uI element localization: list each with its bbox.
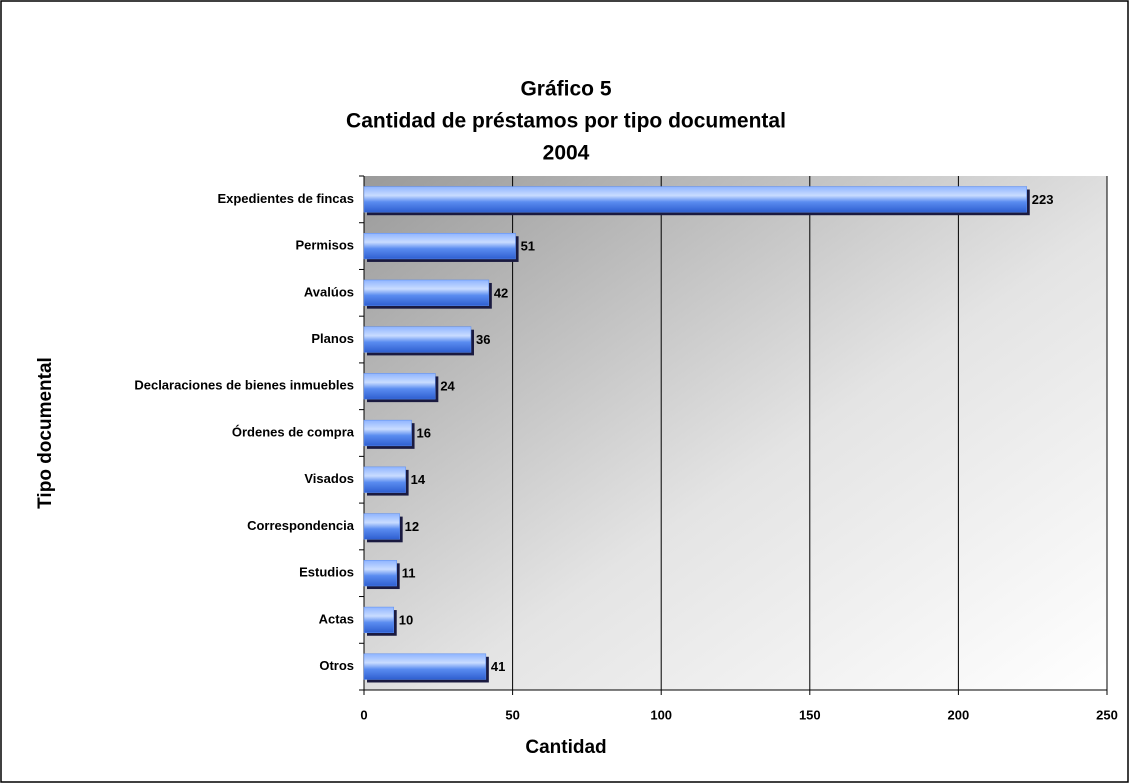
y-tick-label: Correspondencia — [247, 518, 355, 533]
bar — [363, 419, 412, 447]
bar — [363, 279, 490, 306]
data-label: 12 — [405, 519, 419, 534]
data-label: 14 — [411, 472, 426, 487]
bar — [363, 606, 394, 634]
x-tick-label: 200 — [948, 707, 970, 722]
chart-title: Cantidad de préstamos por tipo documenta… — [346, 110, 786, 133]
bar — [363, 466, 406, 493]
bar — [363, 513, 400, 540]
bar — [363, 653, 487, 680]
y-tick-label: Avalúos — [304, 284, 354, 299]
bar — [363, 373, 436, 400]
bar — [363, 232, 516, 260]
data-label: 36 — [476, 332, 490, 347]
y-tick-label: Visados — [304, 471, 354, 486]
data-label: 42 — [494, 285, 508, 300]
y-tick-label: Estudios — [299, 565, 354, 580]
data-label: 10 — [399, 612, 413, 627]
x-tick-label: 250 — [1096, 707, 1118, 722]
data-label: 11 — [402, 566, 416, 581]
x-axis-title: Cantidad — [525, 737, 606, 758]
data-label: 24 — [440, 379, 455, 394]
chart-title: 2004 — [543, 142, 590, 165]
y-tick-label: Actas — [319, 611, 354, 626]
y-tick-label: Otros — [319, 658, 354, 673]
x-tick-label: 150 — [799, 707, 821, 722]
y-tick-label: Expedientes de fincas — [217, 191, 354, 206]
bar — [363, 326, 472, 353]
x-tick-label: 0 — [360, 707, 367, 722]
y-tick-label: Declaraciones de bienes inmuebles — [134, 378, 354, 393]
data-label: 16 — [417, 425, 431, 440]
x-tick-label: 50 — [505, 707, 519, 722]
bar — [363, 560, 397, 587]
y-tick-label: Planos — [311, 331, 354, 346]
y-tick-label: Permisos — [295, 238, 354, 253]
x-tick-label: 100 — [650, 707, 672, 722]
chart-title: Gráfico 5 — [520, 78, 611, 101]
data-label: 223 — [1032, 192, 1054, 207]
y-axis-title: Tipo documental — [35, 357, 56, 509]
bar — [363, 186, 1028, 213]
data-label: 51 — [521, 239, 535, 254]
data-label: 41 — [491, 659, 505, 674]
y-tick-label: Órdenes de compra — [232, 424, 355, 439]
